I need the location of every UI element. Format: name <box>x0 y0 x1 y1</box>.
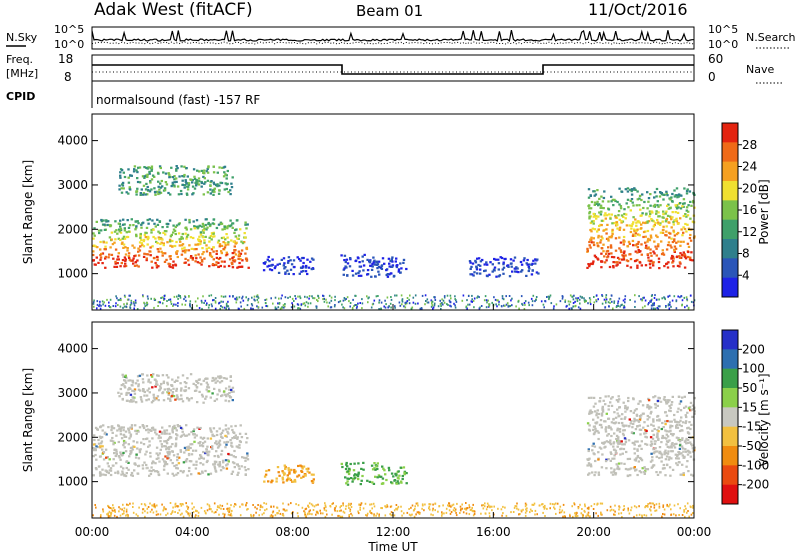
colorbar-swatch-1 <box>722 349 738 369</box>
nsky-series <box>91 29 694 43</box>
x-tick-labels: 00:00 04:00 08:00 12:00 16:00 20:00 00:00 <box>75 304 712 539</box>
colorbar-swatch-2 <box>722 368 738 389</box>
colorbar-swatch-7 <box>722 465 738 485</box>
x-tick-4: 16:00 <box>476 525 511 539</box>
y-tick-2: 3000 <box>57 386 88 400</box>
colorbar-tick-3: 16 <box>742 203 757 217</box>
colorbar-swatch-8 <box>722 277 738 298</box>
scatter-region-2 <box>262 255 315 276</box>
nsearch-series <box>91 41 694 45</box>
power-colorbar-label: Power [dB] <box>757 179 771 244</box>
y-tick-3: 4000 <box>57 134 88 148</box>
colorbar-tick-0: 4 <box>742 268 750 282</box>
freq-label: Freq. <box>6 53 33 66</box>
scatter-region-0 <box>92 218 250 269</box>
cpid-label: CPID <box>6 90 35 103</box>
colorbar-swatch-0 <box>722 123 738 143</box>
colorbar-swatch-0 <box>722 330 738 350</box>
velocity-y-label: Slant Range [km] <box>21 368 35 472</box>
scatter-region-1 <box>118 165 234 196</box>
freq-tick-bottom: 8 <box>64 70 72 84</box>
colorbar-tick-7: -200 <box>742 478 769 492</box>
nsky-tick-top: 10^5 <box>54 23 84 36</box>
nsearch-label: N.Search <box>746 31 796 44</box>
nsky-panel: N.Sky 10^5 10^0 10^5 10^0 N.Search <box>6 23 796 51</box>
scatter-region-2 <box>263 464 315 484</box>
freq-panel: Freq. [MHz] 18 8 60 0 Nave <box>6 52 782 84</box>
beam-label: Beam 01 <box>356 2 423 20</box>
colorbar-tick-2: 50 <box>742 381 757 395</box>
nsearch-tick-bottom: 10^0 <box>708 38 738 51</box>
colorbar-swatch-6 <box>722 239 738 259</box>
scatter-region-1 <box>117 373 235 404</box>
x-tick-1: 04:00 <box>175 525 210 539</box>
colorbar-swatch-5 <box>722 219 738 240</box>
colorbar-tick-4: 20 <box>742 181 757 195</box>
colorbar-tick-0: 200 <box>742 342 765 356</box>
colorbar-swatch-5 <box>722 426 738 447</box>
colorbar-tick-5: 24 <box>742 160 757 174</box>
freq-tick-top: 18 <box>58 52 73 66</box>
cpid-text: normalsound (fast) -157 RF <box>96 93 260 107</box>
colorbar-swatch-2 <box>722 161 738 182</box>
scatter-region-3 <box>340 253 408 278</box>
radar-title: Adak West (fitACF) <box>94 0 253 20</box>
colorbar-swatch-3 <box>722 181 738 201</box>
power-y-label: Slant Range [km] <box>21 160 35 264</box>
velocity-y-ticks: 1000 2000 3000 4000 <box>57 342 694 489</box>
x-tick-0: 00:00 <box>75 525 110 539</box>
y-tick-1: 2000 <box>57 430 88 444</box>
colorbar-swatch-6 <box>722 446 738 466</box>
colorbar-tick-2: 12 <box>742 225 757 239</box>
colorbar-tick-1: 100 <box>742 362 765 376</box>
x-axis-label: Time UT <box>367 540 418 554</box>
scatter-region-5 <box>586 187 696 270</box>
x-tick-6: 00:00 <box>677 525 712 539</box>
colorbar-tick-1: 8 <box>742 247 750 261</box>
power-colorbar: 4 8 12 16 20 24 28 Power [dB] <box>721 122 771 298</box>
colorbar-swatch-8 <box>722 484 738 505</box>
colorbar-swatch-7 <box>722 258 738 278</box>
colorbar-swatch-4 <box>722 200 738 220</box>
colorbar-tick-6: -100 <box>742 458 769 472</box>
nsky-tick-bottom: 10^0 <box>54 38 84 51</box>
nsky-label: N.Sky <box>6 31 38 44</box>
nsearch-tick-top: 10^5 <box>708 23 738 36</box>
velocity-colorbar: 200 100 50 15 -15 -50 -100 -200 Velocity [m s⁻¹… <box>721 329 771 505</box>
freq-unit: [MHz] <box>6 67 38 80</box>
y-tick-0: 1000 <box>57 267 88 281</box>
colorbar-tick-4: -15 <box>742 420 762 434</box>
colorbar-swatch-3 <box>722 388 738 408</box>
x-tick-3: 12:00 <box>376 525 411 539</box>
freq-series <box>92 64 694 75</box>
colorbar-tick-3: 15 <box>742 400 757 414</box>
x-tick-2: 08:00 <box>275 525 310 539</box>
nave-tick-top: 60 <box>708 52 723 66</box>
velocity-colorbar-label: Velocity [m s⁻¹] <box>757 373 771 466</box>
scatter-region-4 <box>468 256 540 278</box>
colorbar-swatch-1 <box>722 142 738 162</box>
y-tick-0: 1000 <box>57 475 88 489</box>
scatter-region-3 <box>340 461 408 486</box>
date-label: 11/Oct/2016 <box>588 0 688 19</box>
near-range-noise <box>92 294 696 310</box>
cpid-row: CPID normalsound (fast) -157 RF <box>6 81 260 108</box>
colorbar-tick-5: -50 <box>742 439 762 453</box>
colorbar-swatch-4 <box>722 407 738 427</box>
nave-label: Nave <box>746 63 774 76</box>
nave-tick-bottom: 0 <box>708 70 716 84</box>
y-tick-2: 3000 <box>57 178 88 192</box>
x-tick-5: 20:00 <box>576 525 611 539</box>
scatter-region-4 <box>586 395 696 478</box>
y-tick-3: 4000 <box>57 342 88 356</box>
power-y-ticks: 1000 2000 3000 4000 <box>57 134 694 281</box>
colorbar-tick-6: 28 <box>742 138 757 152</box>
power-panel: 1000 2000 3000 4000 Slant Range [km] <box>21 113 696 311</box>
velocity-scatter <box>92 373 696 518</box>
scatter-region-0 <box>92 424 250 478</box>
power-scatter <box>92 165 696 310</box>
y-tick-1: 2000 <box>57 222 88 236</box>
